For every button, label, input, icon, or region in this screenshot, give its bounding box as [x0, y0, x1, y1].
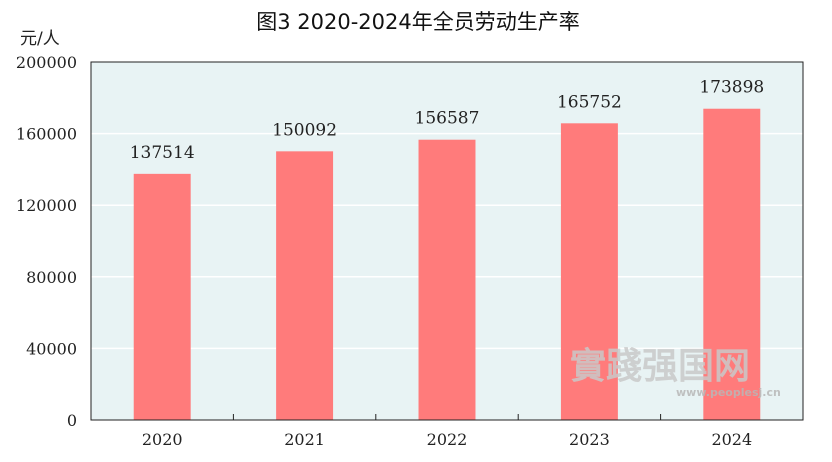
bar-2022 [418, 139, 476, 420]
data-label-2020: 137514 [130, 143, 195, 163]
plot-frame [90, 61, 804, 421]
y-tick-label: 40000 [26, 339, 77, 358]
data-label-2022: 156587 [415, 109, 480, 129]
data-label-2021: 150092 [272, 120, 337, 140]
svg-text:實踐强国网: 實踐强国网 [570, 345, 750, 387]
svg-text:www.peoplesj.cn: www.peoplesj.cn [676, 386, 781, 399]
bars [133, 108, 761, 420]
data-labels: 137514 150092 156587 165752 173898 [130, 78, 765, 163]
y-tick-label: 120000 [16, 196, 77, 215]
x-tick-label: 2020 [142, 430, 183, 449]
y-axis-unit-label: 元/人 [20, 29, 60, 49]
x-tick-label: 2023 [569, 430, 610, 449]
data-label-2023: 165752 [557, 92, 622, 112]
watermark-logo: 實踐强国网 www.peoplesj.cn [570, 345, 781, 399]
axes: 0 40000 80000 120000 160000 200000 2020 2021 202… [16, 53, 804, 449]
bar-2021 [276, 151, 334, 420]
y-tick-label: 80000 [26, 268, 77, 287]
x-tick-label: 2024 [711, 430, 752, 449]
x-tick-label: 2022 [427, 430, 468, 449]
chart-title: 图3 2020-2024年全员劳动生产率 [256, 10, 580, 34]
y-tick-label: 200000 [16, 53, 77, 72]
y-tick-label: 160000 [16, 125, 77, 144]
bar-2024 [703, 108, 761, 420]
bar-2023 [560, 123, 618, 420]
data-label-2024: 173898 [699, 78, 764, 98]
y-tick-label: 0 [67, 411, 77, 430]
x-tick-label: 2021 [284, 430, 325, 449]
bar-2020 [133, 173, 191, 420]
